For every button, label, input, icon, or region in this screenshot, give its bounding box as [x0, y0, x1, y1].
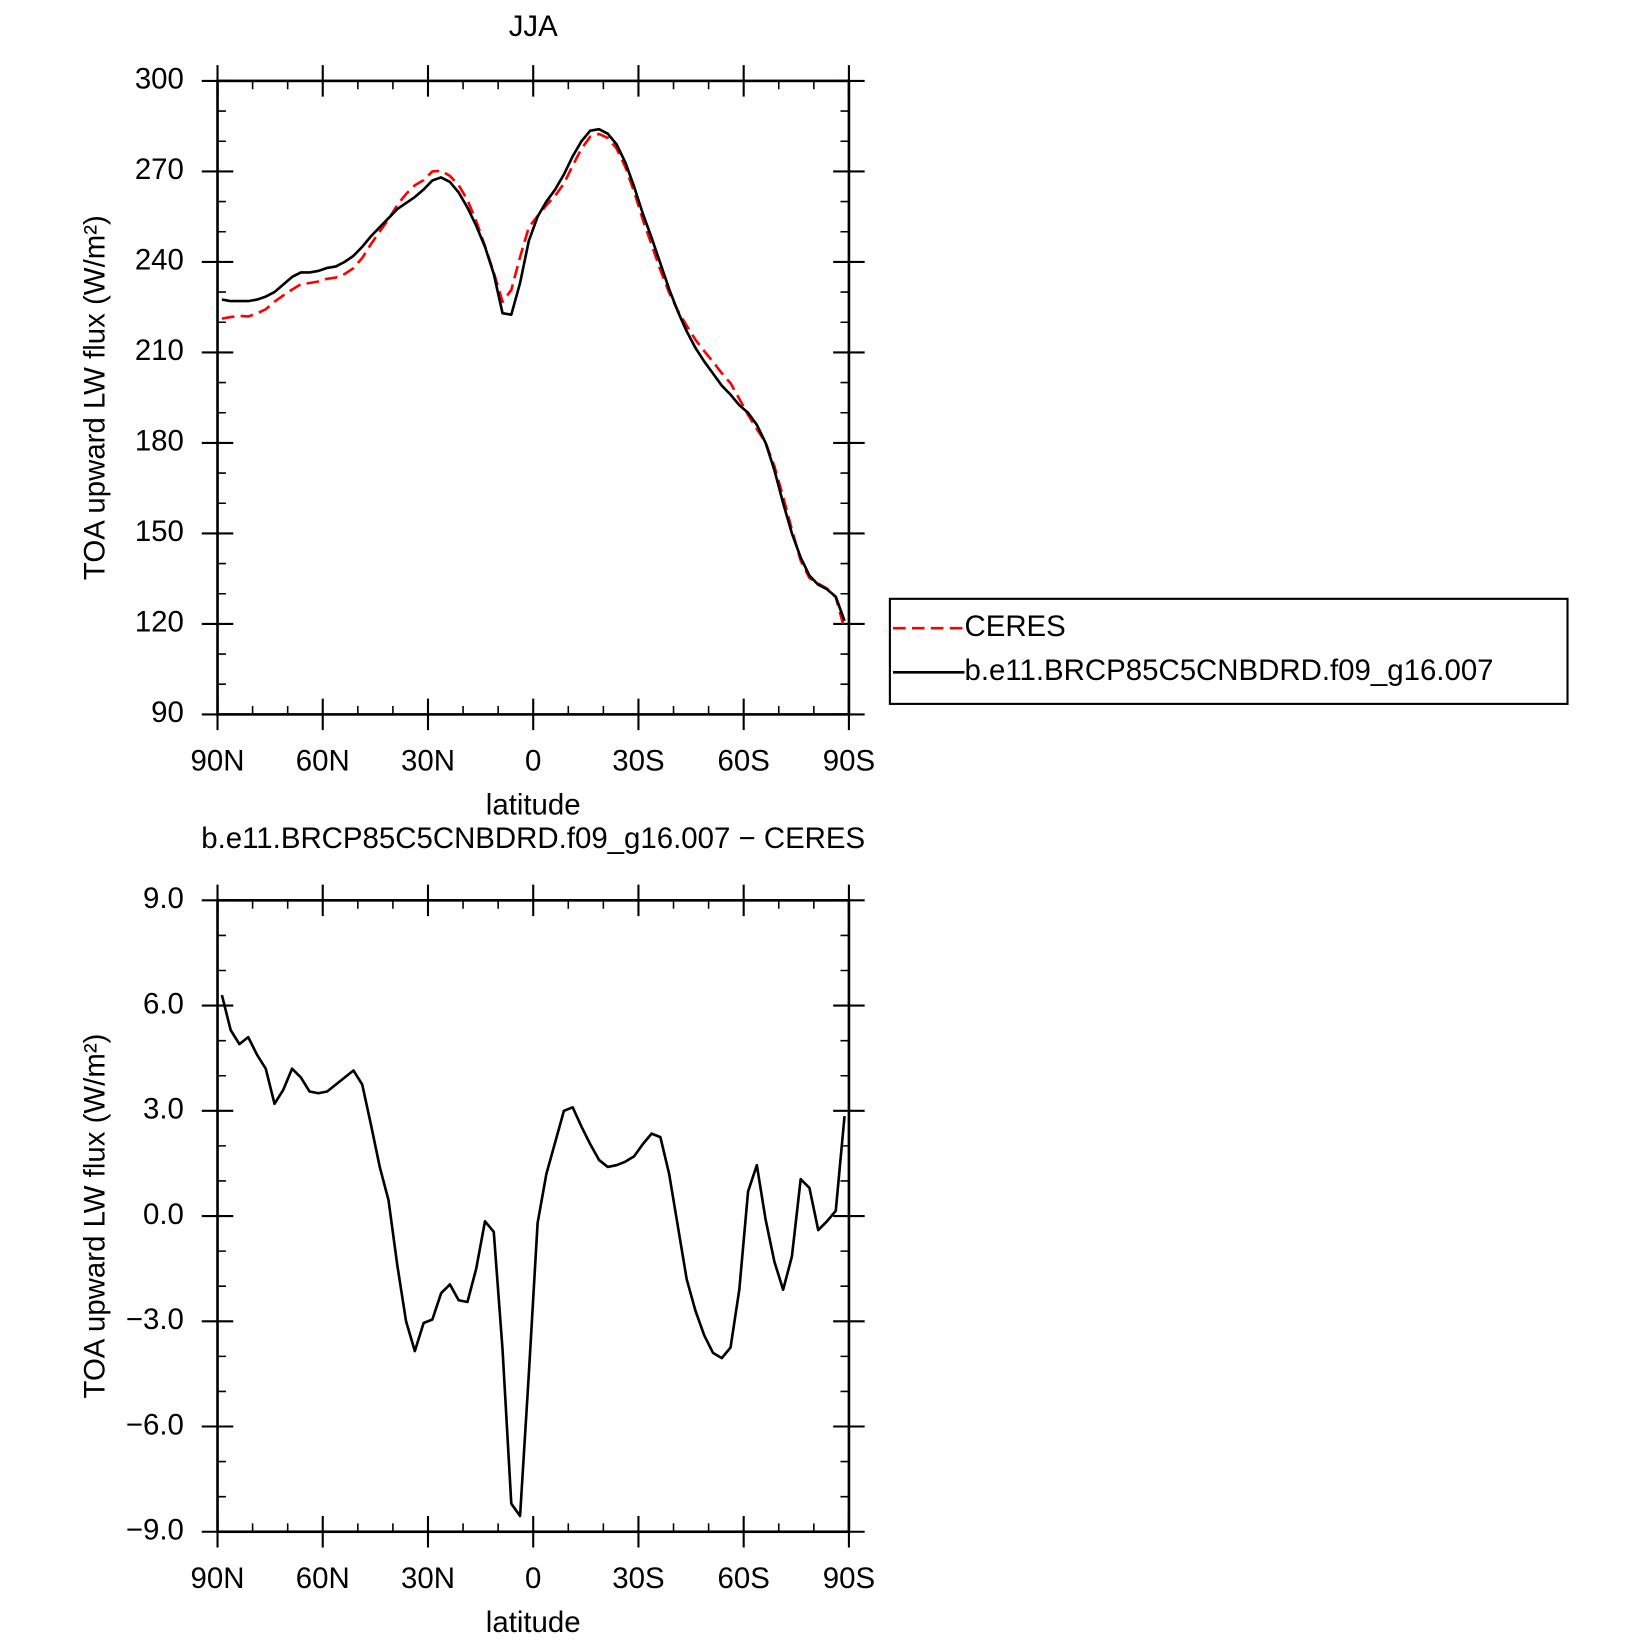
y-tick-label: 6.0	[143, 987, 184, 1020]
x-tick-label: 90S	[823, 744, 875, 777]
y-tick-label: −6.0	[126, 1408, 184, 1441]
x-tick-label: 60S	[718, 1562, 770, 1595]
y-tick-label: 120	[135, 606, 184, 639]
y-axis-label: TOA upward LW flux (W/m²)	[78, 215, 111, 580]
y-axis-label: TOA upward LW flux (W/m²)	[78, 1034, 111, 1399]
y-tick-label: 240	[135, 244, 184, 277]
x-tick-label: 30N	[401, 1562, 455, 1595]
y-tick-label: 3.0	[143, 1093, 184, 1126]
x-tick-label: 90S	[823, 1562, 875, 1595]
plot-frame	[216, 899, 851, 1534]
x-tick-label: 90N	[191, 1562, 245, 1595]
y-tick-label: 150	[135, 515, 184, 548]
x-tick-label: 30S	[612, 1562, 664, 1595]
plot-frame	[216, 79, 851, 716]
y-tick-label: 180	[135, 425, 184, 458]
x-tick-label: 60S	[718, 744, 770, 777]
panel: JJA latitude TOA upward LW flux (W/m²) 90 12…	[78, 10, 1569, 822]
legend-label: b.e11.BRCP85C5CNBDRD.f09_g16.007	[964, 654, 1493, 687]
chart-title: JJA	[509, 10, 558, 43]
legend-box	[888, 597, 1569, 705]
y-tick-label: 90	[151, 696, 184, 729]
legend: CERES b.e11.BRCP85C5CNBDRD.f09_g16.007	[888, 597, 1569, 705]
x-tick-label: 0	[525, 1562, 541, 1595]
y-tick-label: −9.0	[126, 1514, 184, 1547]
y-tick-label: 9.0	[143, 882, 184, 915]
x-tick-label: 60N	[296, 1562, 350, 1595]
y-tick-label: 270	[135, 153, 184, 186]
x-tick-label: 60N	[296, 744, 350, 777]
legend-label: CERES	[964, 610, 1065, 643]
panel: b.e11.BRCP85C5CNBDRD.f09_g16.007 − CERES…	[78, 822, 875, 1639]
chart-title: b.e11.BRCP85C5CNBDRD.f09_g16.007 − CERES	[201, 822, 865, 855]
x-tick-label: 0	[525, 744, 541, 777]
data-line	[221, 132, 846, 630]
y-tick-label: 210	[135, 334, 184, 367]
y-tick-label: 0.0	[143, 1198, 184, 1231]
x-tick-label: 90N	[191, 744, 245, 777]
x-tick-label: 30N	[401, 744, 455, 777]
y-tick-label: 300	[135, 63, 184, 96]
x-axis-label: latitude	[486, 789, 581, 822]
y-tick-label: −3.0	[126, 1303, 184, 1336]
x-tick-label: 30S	[612, 744, 664, 777]
data-line	[220, 994, 846, 1518]
x-axis-label: latitude	[486, 1606, 581, 1639]
data-line	[221, 127, 846, 622]
